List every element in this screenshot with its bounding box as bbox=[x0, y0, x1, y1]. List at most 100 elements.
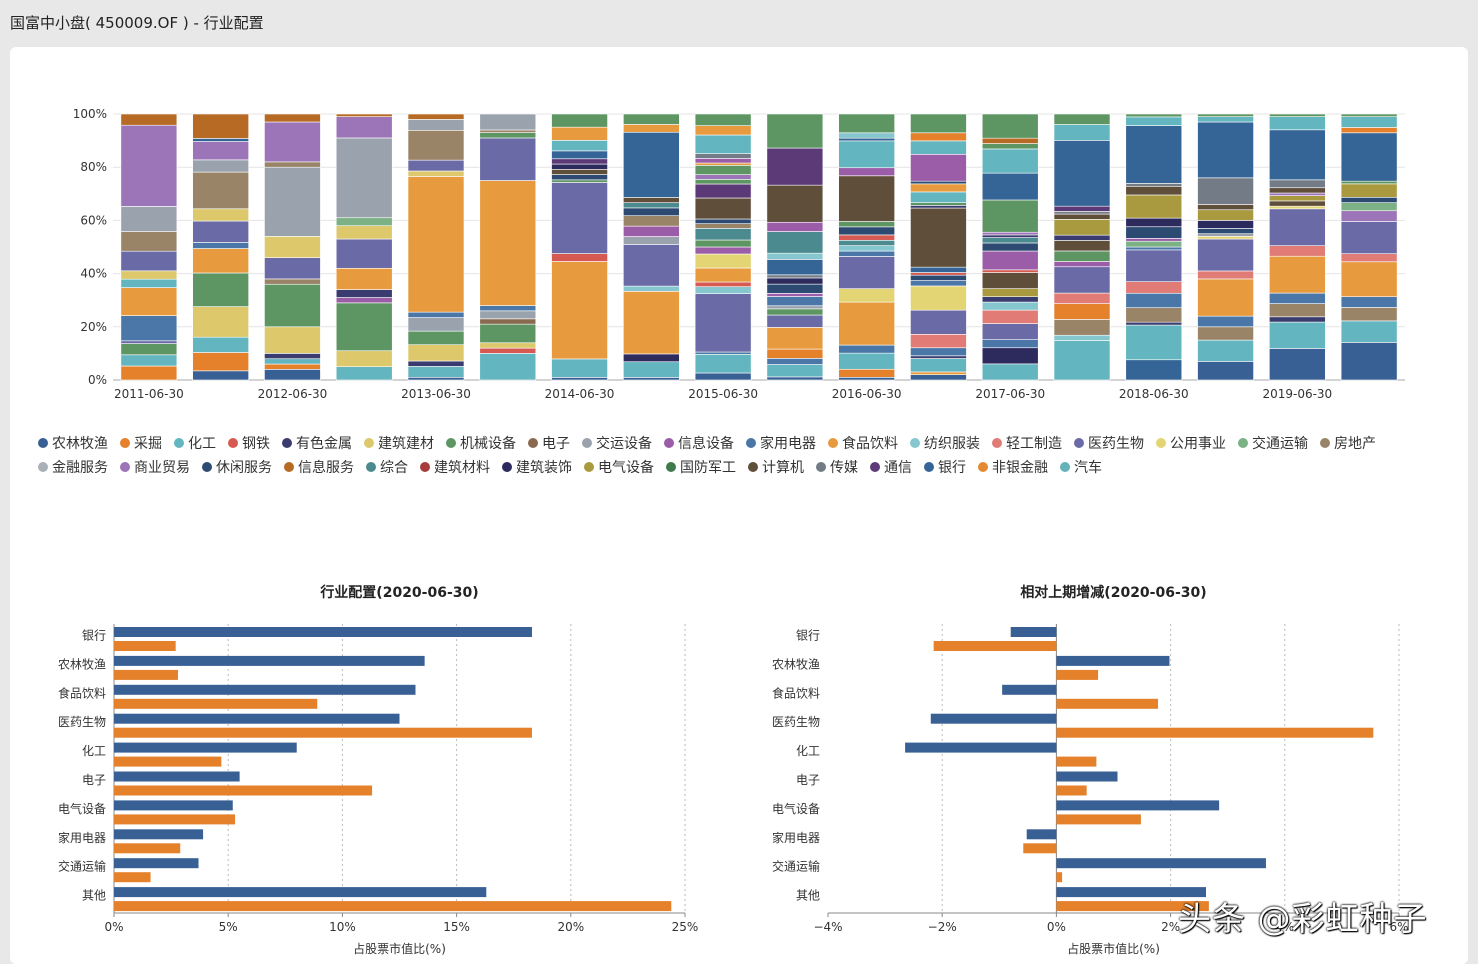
stack-segment bbox=[1197, 228, 1254, 235]
stack-segment bbox=[407, 129, 465, 161]
stack-segment bbox=[910, 358, 967, 373]
stack-segment bbox=[1340, 180, 1398, 185]
stack-segment bbox=[1125, 116, 1183, 126]
category-label: 家用电器 bbox=[58, 830, 106, 845]
stack-segment bbox=[335, 137, 393, 219]
stack-segment bbox=[623, 131, 680, 198]
bar bbox=[1056, 814, 1141, 825]
stack-segment bbox=[1053, 334, 1111, 341]
stack-segment bbox=[694, 153, 752, 159]
stack-segment bbox=[1340, 221, 1398, 255]
stack-segment bbox=[335, 116, 393, 139]
stack-segment bbox=[551, 261, 608, 360]
legend-label: 化工 bbox=[188, 436, 216, 452]
stack-segment bbox=[1269, 116, 1326, 131]
stack-segment bbox=[1053, 240, 1111, 252]
x-tick-label: 25% bbox=[672, 920, 699, 934]
chart-title: 行业配置(2020-06-30) bbox=[319, 584, 478, 601]
legend-marker bbox=[120, 438, 130, 448]
y-tick-label: 60% bbox=[80, 213, 107, 227]
stack-segment bbox=[694, 183, 752, 199]
bar bbox=[114, 669, 178, 680]
stack-segment bbox=[838, 245, 895, 252]
chart-card: 100% 80% 60% 40% 20% 0% 2011-06-30 2012-06-30 20… bbox=[10, 47, 1468, 964]
legend-marker bbox=[38, 462, 48, 472]
legend-marker bbox=[664, 438, 674, 448]
stack-segment bbox=[120, 270, 178, 280]
stack-segment bbox=[335, 297, 393, 304]
bar bbox=[1056, 698, 1159, 709]
stack-segment bbox=[551, 253, 608, 262]
stack-segment bbox=[1053, 319, 1111, 336]
legend-marker bbox=[992, 438, 1002, 448]
bar bbox=[1010, 627, 1057, 637]
stack-segment bbox=[335, 238, 393, 269]
stack-segment bbox=[910, 347, 967, 357]
stack-segment bbox=[192, 171, 249, 210]
stack-segment bbox=[623, 202, 680, 209]
legend-marker bbox=[284, 462, 294, 472]
stack-segment bbox=[623, 113, 680, 125]
stack-segment bbox=[551, 179, 608, 183]
stack-segment bbox=[120, 365, 178, 381]
stack-segment bbox=[264, 283, 321, 328]
stack-segment bbox=[1340, 202, 1398, 212]
stack-segment bbox=[551, 174, 608, 181]
stack-segment bbox=[766, 348, 824, 359]
stack-segment bbox=[1125, 183, 1183, 187]
stack-segment bbox=[1269, 129, 1326, 181]
stack-segment bbox=[1197, 233, 1254, 237]
y-tick-label: 0% bbox=[88, 373, 107, 387]
stack-segment bbox=[694, 253, 752, 269]
stack-segment bbox=[1197, 209, 1254, 221]
x-tick-label: −4% bbox=[813, 920, 842, 934]
stack-segment bbox=[766, 305, 824, 310]
legend-label: 国防军工 bbox=[680, 460, 736, 476]
x-axis-label: 占股票市值比(%) bbox=[353, 941, 446, 956]
change-bar-chart: 相对上期增减(2020-06-30) −4% −2% 0% 2% 4% 6% 银行农林牧渔食品… bbox=[772, 584, 1409, 956]
category-label: 食品饮料 bbox=[58, 685, 106, 700]
stack-segment bbox=[838, 137, 895, 142]
stack-segment bbox=[838, 175, 895, 222]
stack-segment bbox=[479, 129, 537, 133]
category-label: 食品饮料 bbox=[772, 685, 820, 700]
stack-segment bbox=[910, 334, 967, 349]
legend-marker bbox=[38, 438, 48, 448]
stack-segment bbox=[910, 280, 967, 287]
legend-marker bbox=[1074, 438, 1084, 448]
stack-segment bbox=[694, 162, 752, 166]
stack-segment bbox=[910, 154, 967, 182]
legend-marker bbox=[282, 438, 292, 448]
stack-segment bbox=[1053, 292, 1111, 304]
stack-segment bbox=[981, 231, 1039, 236]
stack-segment bbox=[1053, 124, 1111, 141]
stack-segment bbox=[910, 132, 967, 142]
category-label: 化工 bbox=[82, 744, 106, 758]
stack-segment bbox=[335, 267, 393, 290]
legend-marker bbox=[174, 438, 184, 448]
x-tick-label: 4% bbox=[1275, 920, 1294, 934]
stack-segment bbox=[1197, 236, 1254, 240]
bar bbox=[1056, 785, 1087, 796]
stack-segment bbox=[192, 272, 249, 307]
bar bbox=[114, 684, 416, 695]
stack-segment bbox=[551, 163, 608, 170]
stack-segment bbox=[1197, 270, 1254, 280]
bar bbox=[930, 713, 1057, 724]
stack-segment bbox=[1053, 266, 1111, 294]
stack-segment bbox=[1197, 326, 1254, 341]
stack-segment bbox=[1340, 307, 1398, 322]
bar bbox=[1002, 684, 1057, 695]
legend-label: 交通运输 bbox=[1252, 435, 1308, 452]
x-tick-label: 2019-06-30 bbox=[1262, 387, 1332, 401]
stack-segment bbox=[264, 326, 321, 354]
stack-segment bbox=[766, 252, 824, 260]
stack-segment bbox=[766, 113, 824, 149]
stack-segment bbox=[766, 231, 824, 254]
legend-marker bbox=[502, 462, 512, 472]
stack-segment bbox=[694, 354, 752, 374]
stack-segment bbox=[981, 234, 1039, 238]
stack-segment bbox=[264, 166, 321, 237]
stack-segment bbox=[120, 354, 178, 367]
x-tick-label: 2014-06-30 bbox=[545, 387, 615, 401]
